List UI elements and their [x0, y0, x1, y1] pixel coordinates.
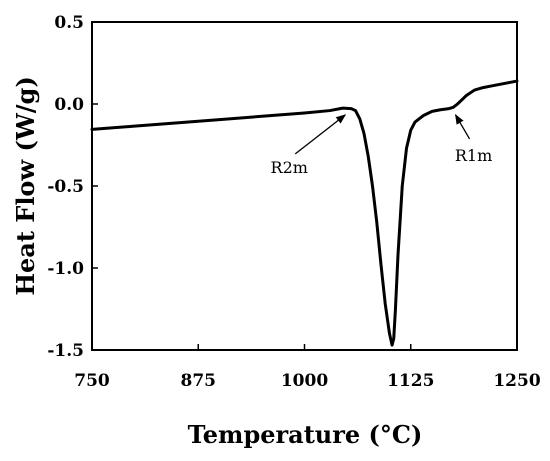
annotation-layer: R2m R1m: [271, 114, 492, 177]
y-axis-title: Heat Flow (W/g): [11, 76, 40, 295]
y-tick-label: -1.0: [47, 259, 84, 279]
annotation-label: R1m: [455, 146, 492, 165]
x-axis-ticks: 750 875 1000 1125 1250: [74, 344, 541, 391]
annotation-arrow: [454, 114, 471, 140]
plot-frame: [91, 21, 518, 351]
x-tick-label: 1125: [387, 371, 434, 391]
annotation-label: R2m: [271, 158, 308, 177]
y-axis-ticks: -1.5 -1.0 -0.5 0.0 0.5: [47, 13, 98, 361]
annotation-arrow: [294, 114, 347, 155]
x-tick-label: 750: [74, 371, 110, 391]
series-layer: [90, 79, 519, 347]
y-tick-label: -1.5: [47, 341, 84, 361]
y-tick-label: 0.5: [54, 13, 84, 33]
x-tick-label: 1000: [281, 371, 328, 391]
x-axis-title: Temperature (°C): [188, 420, 423, 449]
heat-flow-line: [90, 79, 519, 347]
x-tick-label: 875: [181, 371, 217, 391]
x-tick-label: 1250: [493, 371, 540, 391]
y-tick-label: -0.5: [47, 177, 84, 197]
y-tick-label: 0.0: [54, 95, 84, 115]
